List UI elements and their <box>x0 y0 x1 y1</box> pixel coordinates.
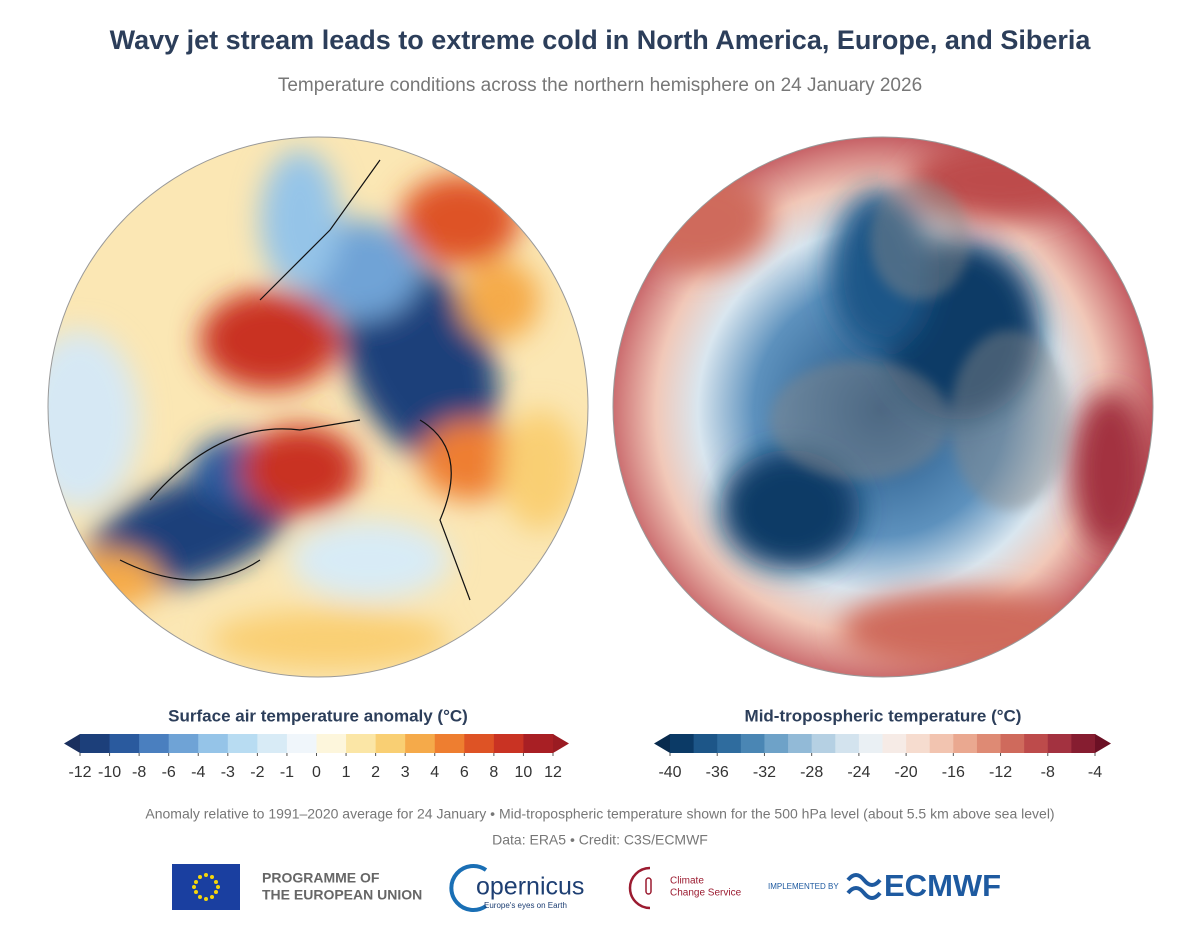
map-outline <box>612 136 1154 678</box>
colorbar-swatch <box>257 734 288 753</box>
colorbar-swatch <box>316 734 347 753</box>
colorbar-swatch <box>835 734 860 753</box>
colorbar-swatch <box>788 734 813 753</box>
subtitle: Temperature conditions across the northe… <box>278 75 922 96</box>
map-outline <box>47 136 589 678</box>
c3s-thermometer <box>645 877 652 895</box>
colorbar-swatch <box>227 734 258 753</box>
eu-flag <box>172 864 240 910</box>
colorbar-title: Surface air temperature anomaly (°C) <box>168 706 468 725</box>
copernicus-c <box>449 864 488 912</box>
colorbars: Surface air temperature anomaly (°C)-12-… <box>64 706 1111 781</box>
colorbar-tick-label: -36 <box>706 764 729 781</box>
ecmwf-name: ECMWF <box>884 868 1001 903</box>
colorbar-tick-label: -10 <box>98 764 121 781</box>
colorbar-swatch <box>464 734 495 753</box>
colorbar-tick-label: 6 <box>460 764 469 781</box>
colorbar-tick-label: -40 <box>658 764 681 781</box>
colorbar-tick-label: -16 <box>942 764 965 781</box>
colorbar-swatch <box>858 734 883 753</box>
colorbar-swatch <box>80 734 111 753</box>
colorbar-tick-label: -4 <box>191 764 205 781</box>
colorbar-swatch <box>882 734 907 753</box>
colorbar-swatch <box>764 734 789 753</box>
colorbar-swatch <box>286 734 317 753</box>
colorbar-tick-label: -8 <box>1041 764 1055 781</box>
copernicus-tagline: Europe's eyes on Earth <box>484 901 567 910</box>
colorbar-tick-label: 2 <box>371 764 380 781</box>
eu-stars <box>192 873 220 901</box>
colorbar-swatch <box>1000 734 1025 753</box>
footnote: Anomaly relative to 1991–2020 average fo… <box>145 806 1054 822</box>
ecmwf-mark <box>846 873 882 900</box>
colorbar-tick-label: -24 <box>847 764 870 781</box>
colorbar-tick-label: -20 <box>895 764 918 781</box>
c3s-mark <box>628 866 651 910</box>
source: Data: ERA5 • Credit: C3S/ECMWF <box>492 832 708 848</box>
colorbar-tick-label: -2 <box>250 764 264 781</box>
colorbar-swatch <box>375 734 406 753</box>
colorbar-swatch <box>740 734 765 753</box>
colorbar-swatch <box>906 734 931 753</box>
colorbar-swatch <box>139 734 170 753</box>
colorbar-swatch <box>523 734 554 753</box>
anomaly-map <box>48 137 588 677</box>
colorbar-swatch <box>811 734 836 753</box>
colorbar-swatch <box>1071 734 1096 753</box>
colorbar-arrow <box>654 734 670 753</box>
colorbar-swatch <box>493 734 524 753</box>
colorbar-tick-label: 0 <box>312 764 321 781</box>
colorbar-swatch <box>976 734 1002 753</box>
colorbar-tick-label: -3 <box>221 764 235 781</box>
colorbar-tick-label: 4 <box>430 764 439 781</box>
colorbar-swatch <box>670 734 695 753</box>
colorbar-swatch <box>109 734 140 753</box>
colorbar-tick-label: -1 <box>280 764 294 781</box>
colorbar-title: Mid-tropospheric temperature (°C) <box>745 706 1022 725</box>
copernicus-name: opernicus <box>476 873 584 901</box>
c3s-text: Climate <box>670 876 704 887</box>
colorbar-swatch <box>1047 734 1072 753</box>
colorbar-tick-label: -12 <box>68 764 91 781</box>
c3s-text: Change Service <box>670 888 742 899</box>
colorbar-swatch <box>693 734 718 753</box>
colorbar-swatch <box>346 734 377 753</box>
colorbar-swatch <box>929 734 954 753</box>
logos: PROGRAMME OF THE EUROPEAN UNION opernicu… <box>172 864 1001 912</box>
colorbar-swatch <box>198 734 229 753</box>
colorbar-tick-label: 1 <box>342 764 351 781</box>
colorbar-swatch <box>717 734 742 753</box>
colorbar-tick-label: -12 <box>989 764 1012 781</box>
colorbar-tick-label: 8 <box>489 764 498 781</box>
colorbar-tick-label: -4 <box>1088 764 1102 781</box>
eu-text: THE EUROPEAN UNION <box>262 887 422 903</box>
colorbar-tick-label: 10 <box>515 764 533 781</box>
colorbar-arrow <box>553 734 569 753</box>
colorbar-tick-label: 12 <box>544 764 562 781</box>
colorbar-tick-label: -8 <box>132 764 146 781</box>
title: Wavy jet stream leads to extreme cold in… <box>110 25 1092 55</box>
colorbar-tick-label: 3 <box>401 764 410 781</box>
eu-text: PROGRAMME OF <box>262 870 380 886</box>
temperature-map <box>613 137 1153 677</box>
colorbar-swatch <box>953 734 978 753</box>
colorbar-tick-label: -32 <box>753 764 776 781</box>
implemented-by: IMPLEMENTED BY <box>768 882 839 891</box>
colorbar-arrow <box>1095 734 1111 753</box>
colorbar-swatch <box>168 734 199 753</box>
colorbar-tick-label: -28 <box>800 764 823 781</box>
colorbar-swatch <box>1024 734 1049 753</box>
colorbar-arrow <box>64 734 80 753</box>
colorbar-swatch <box>405 734 436 753</box>
colorbar-tick-label: -6 <box>162 764 176 781</box>
colorbar-swatch <box>434 734 465 753</box>
